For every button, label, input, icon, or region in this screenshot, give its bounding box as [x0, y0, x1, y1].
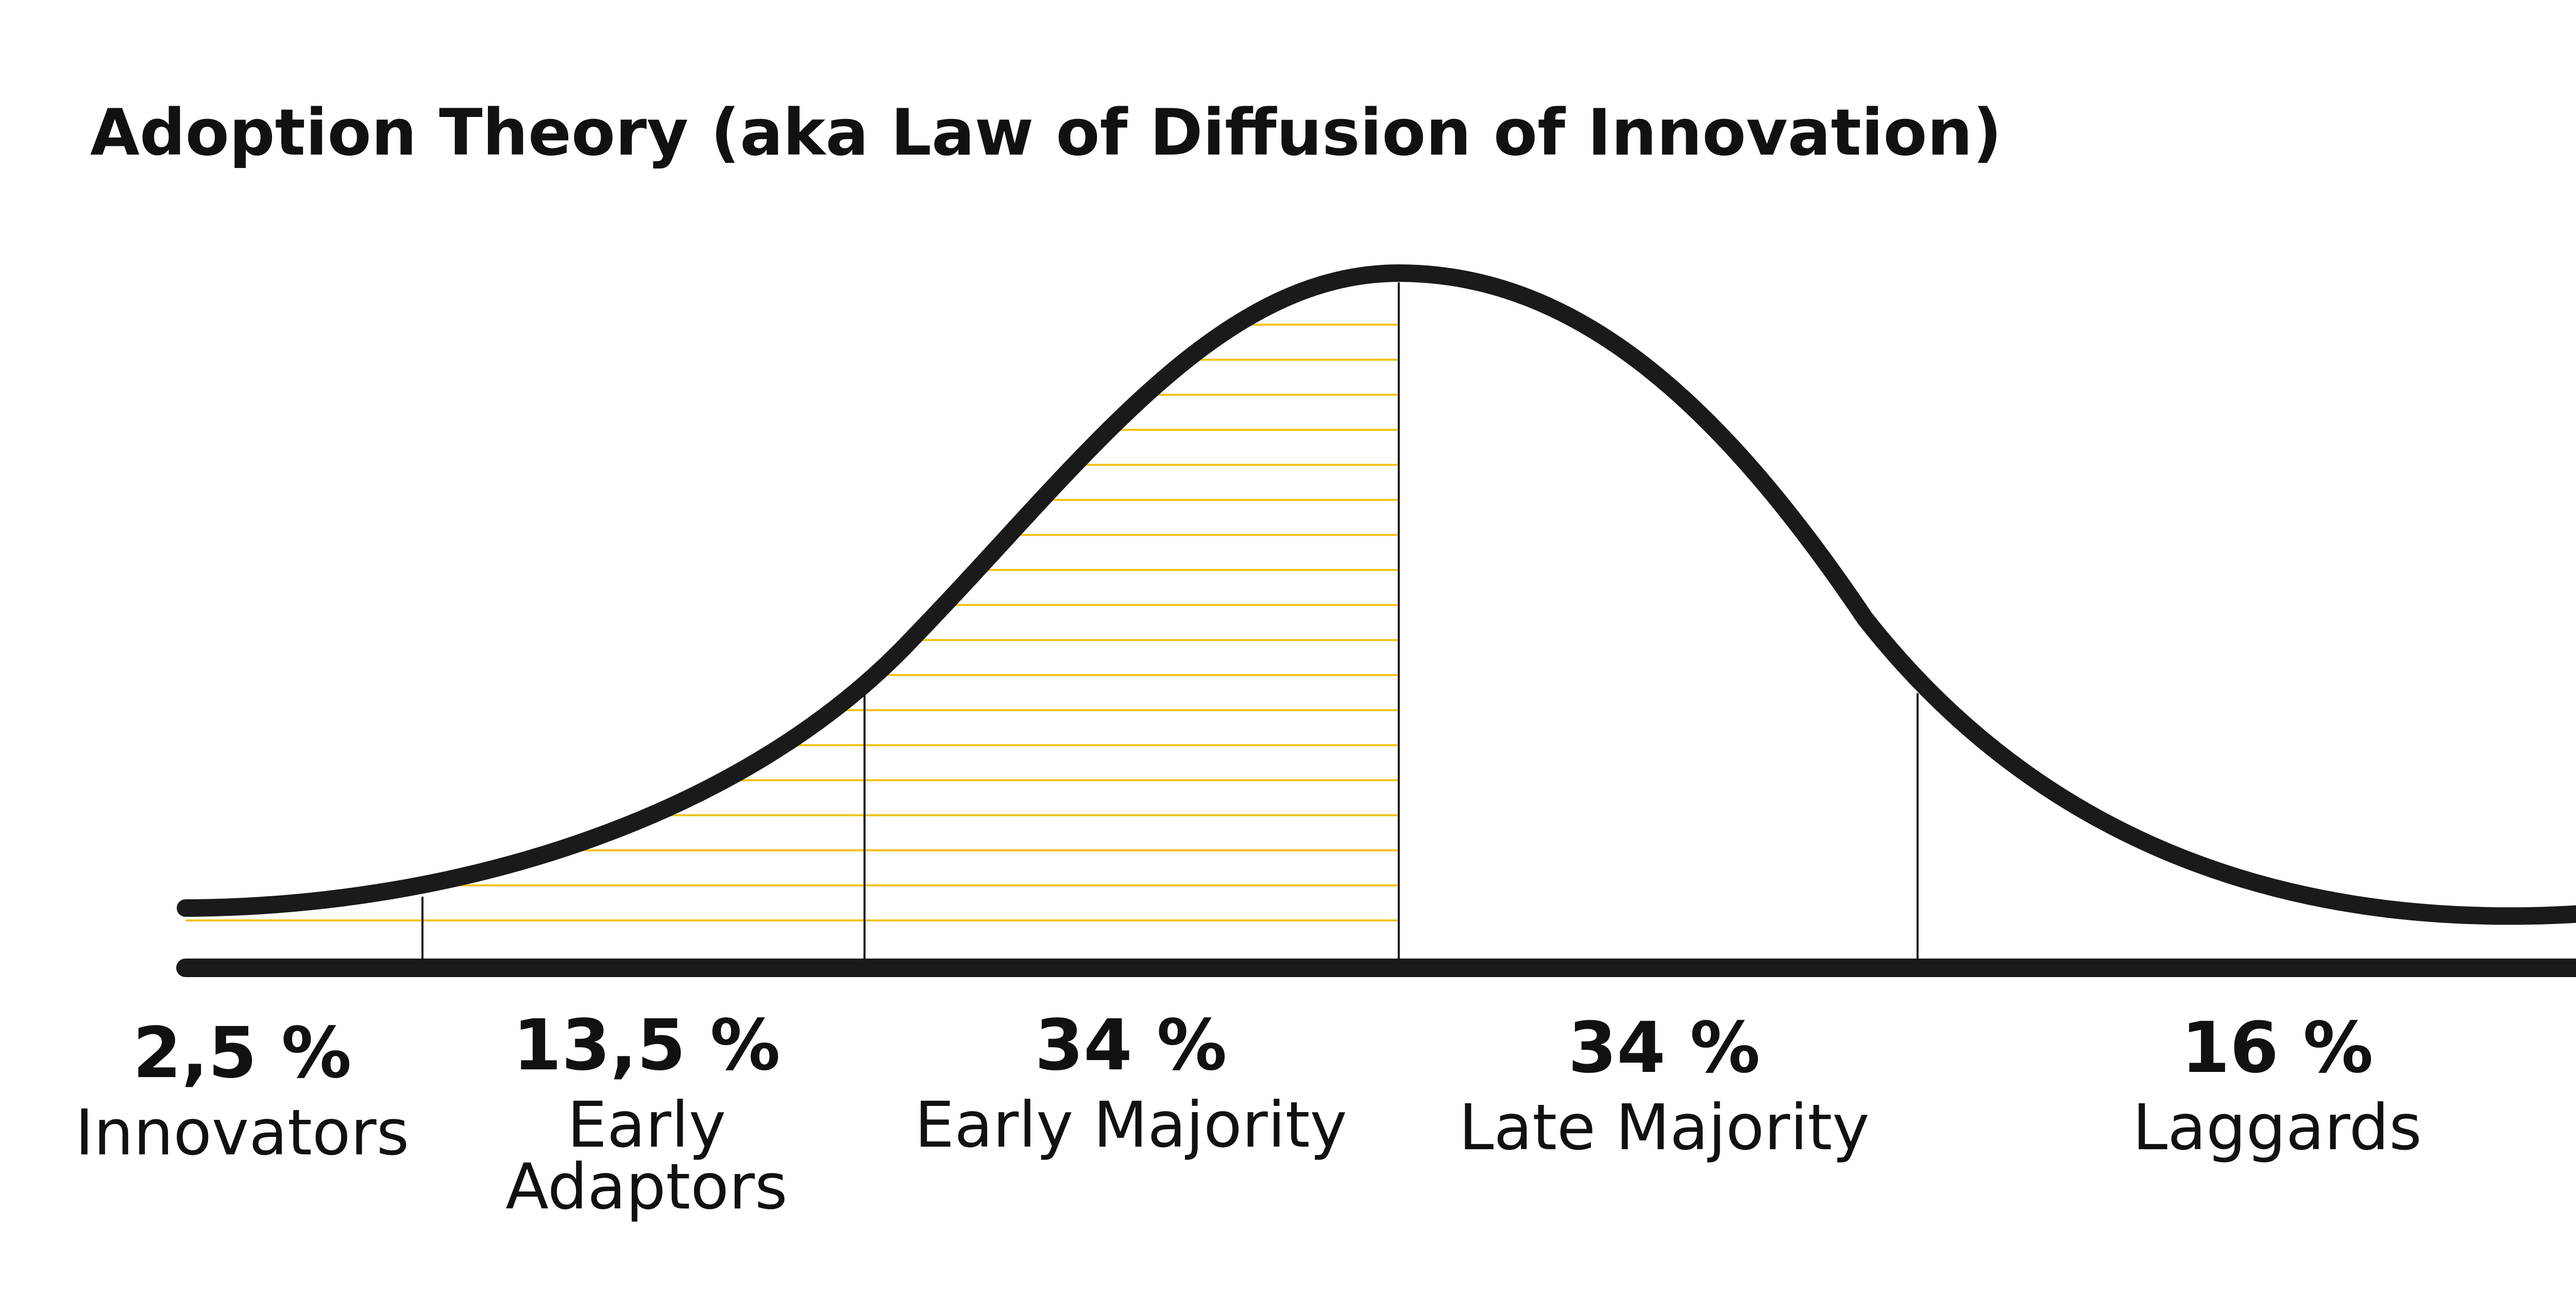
- segment-laggards: 16 % Laggards: [2132, 1007, 2421, 1164]
- late-majority-percent: 34 %: [1568, 1007, 1760, 1089]
- innovators-label: Innovators: [75, 1096, 409, 1169]
- early-majority-label: Early Majority: [914, 1088, 1347, 1162]
- laggards-percent: 16 %: [2181, 1007, 2374, 1089]
- laggards-label: Laggards: [2132, 1091, 2421, 1164]
- early-majority-percent: 34 %: [1035, 1005, 1227, 1086]
- early-adaptors-percent: 13,5 %: [513, 1005, 780, 1086]
- segment-early-majority: 34 % Early Majority: [914, 1005, 1347, 1162]
- segment-early-adaptors: 13,5 % Early Adaptors: [505, 1005, 787, 1223]
- segment-innovators: 2,5 % Innovators: [75, 1013, 409, 1169]
- segment-late-majority: 34 % Late Majority: [1459, 1007, 1869, 1164]
- highlighted-area-hatching: [185, 324, 1399, 921]
- early-adaptors-label-line-2: Adaptors: [505, 1150, 787, 1223]
- bell-curve: [177, 264, 2576, 925]
- early-adaptors-label-line-1: Early: [567, 1088, 726, 1162]
- late-majority-label: Late Majority: [1459, 1091, 1869, 1164]
- innovators-percent: 2,5 %: [133, 1013, 352, 1094]
- diagram-title: Adoption Theory (aka Law of Diffusion of…: [90, 96, 2002, 170]
